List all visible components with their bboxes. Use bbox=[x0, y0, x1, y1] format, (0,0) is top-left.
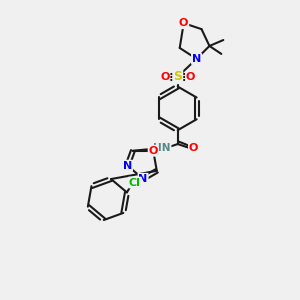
Text: O: O bbox=[189, 143, 198, 153]
Text: Cl: Cl bbox=[129, 178, 141, 188]
Text: N: N bbox=[138, 174, 148, 184]
Text: N: N bbox=[123, 160, 132, 171]
Text: S: S bbox=[173, 70, 182, 83]
Text: N: N bbox=[192, 54, 201, 64]
Text: O: O bbox=[186, 72, 195, 82]
Text: HN: HN bbox=[153, 143, 171, 153]
Text: O: O bbox=[179, 18, 188, 28]
Text: O: O bbox=[148, 146, 158, 156]
Text: O: O bbox=[160, 72, 170, 82]
